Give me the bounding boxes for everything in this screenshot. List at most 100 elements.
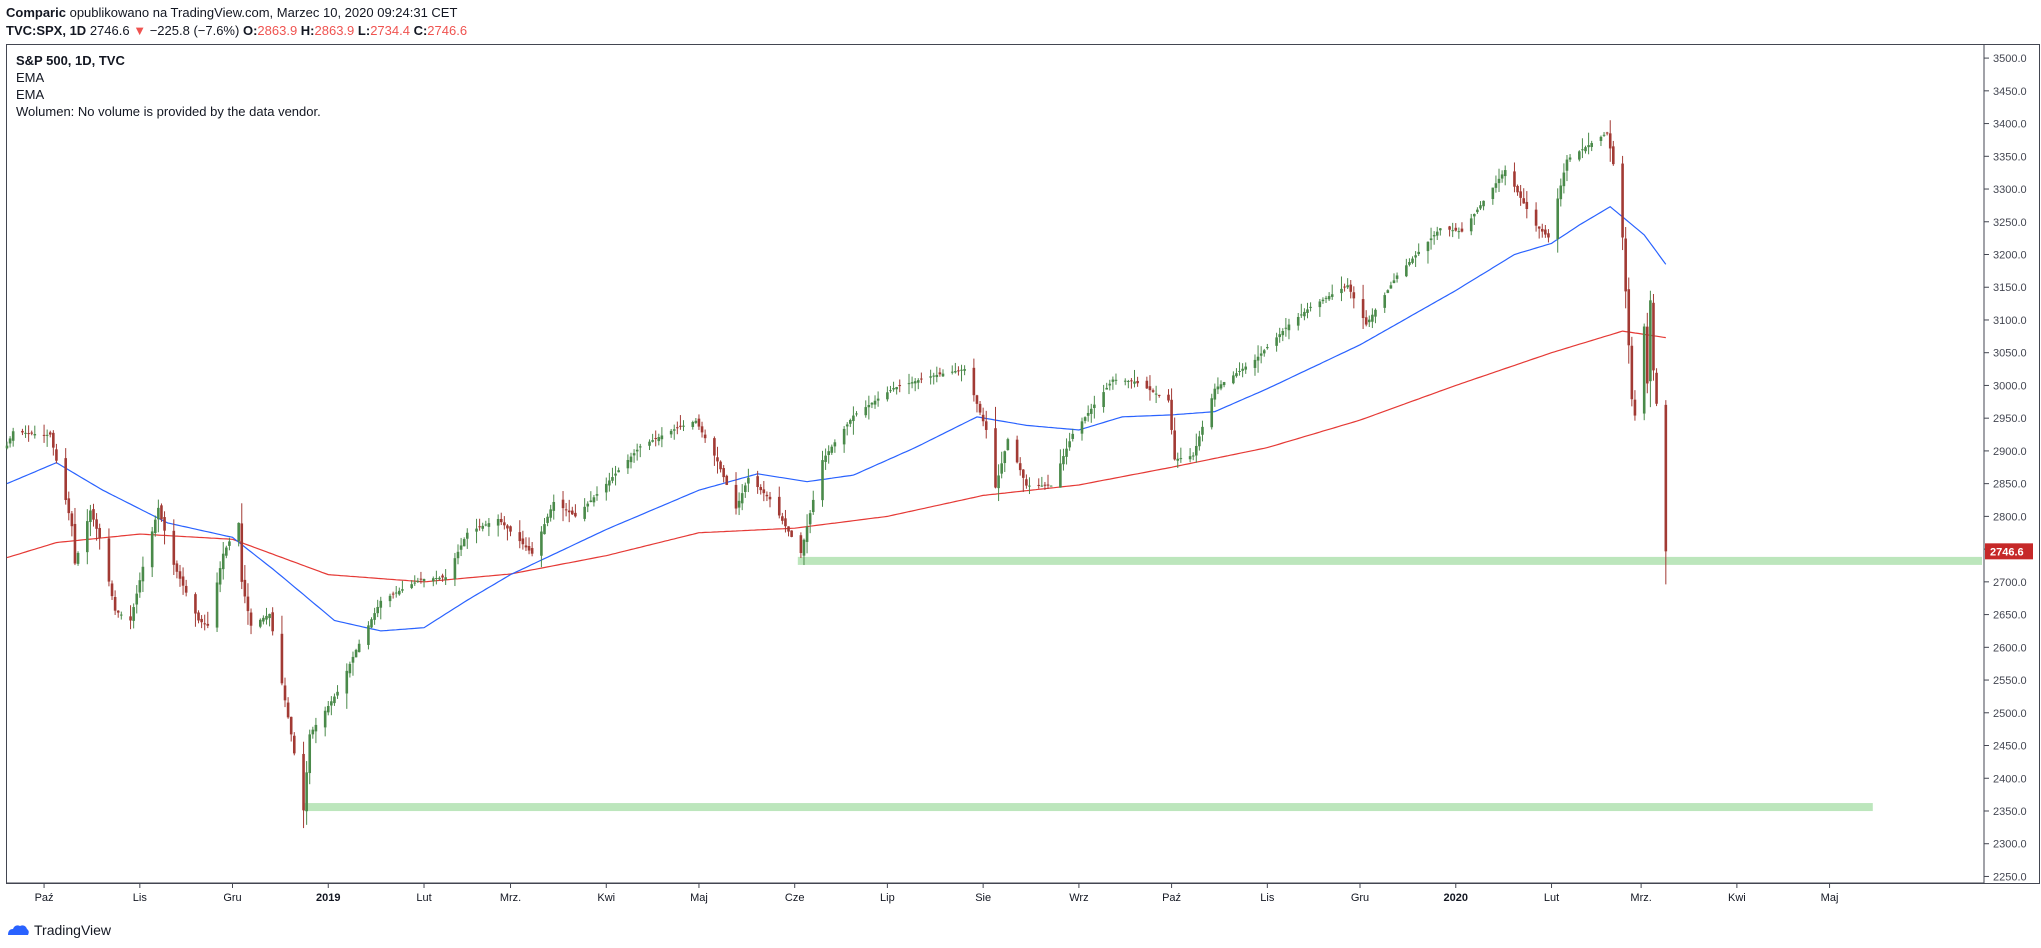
candle [907, 373, 911, 395]
candle-body [1018, 463, 1022, 471]
candle [8, 436, 12, 448]
candle-body [1201, 426, 1204, 435]
candle [1083, 416, 1087, 424]
candle-body [676, 427, 679, 429]
candle-body [1494, 183, 1498, 188]
candle [1000, 451, 1003, 479]
candle-body [725, 475, 729, 485]
candle [1371, 308, 1374, 329]
candle [849, 418, 852, 428]
candle [1642, 323, 1646, 421]
candle [388, 593, 392, 608]
candle-body [496, 518, 500, 526]
candle [867, 395, 871, 420]
candle-body [1590, 143, 1593, 148]
candle-body [388, 595, 392, 602]
candle [1448, 225, 1451, 237]
candle-body [657, 437, 661, 442]
candle-body [747, 477, 750, 484]
candle-body [153, 519, 157, 534]
candle [135, 585, 139, 614]
candle-body [394, 592, 398, 594]
candle-body [567, 510, 571, 513]
candle [1303, 308, 1306, 321]
candle [864, 400, 868, 418]
candle-body [246, 596, 250, 612]
candle-body [52, 432, 55, 448]
candle [1173, 417, 1176, 461]
candle [1608, 120, 1612, 162]
candle-body [1627, 289, 1631, 346]
candle-body [1562, 172, 1566, 187]
candle-body [842, 428, 846, 445]
price-tick-label: 3000.0 [1993, 380, 2027, 392]
candle-body [178, 571, 182, 579]
legend-volume[interactable]: Wolumen: No volume is provided by the da… [16, 104, 321, 119]
candle-body [481, 525, 485, 529]
candle [1534, 202, 1538, 232]
candle [249, 608, 253, 635]
candle-body [348, 663, 352, 674]
candle-body [781, 516, 784, 521]
candle [1612, 140, 1615, 166]
candle-body [475, 528, 478, 532]
candle-body [549, 509, 552, 518]
time-tick-label: Cze [785, 892, 805, 904]
candle [1188, 448, 1192, 463]
candle [626, 454, 630, 474]
candle [855, 411, 858, 417]
price-tick-label: 3100.0 [1993, 315, 2027, 327]
candle [1235, 368, 1238, 378]
candle [150, 526, 154, 578]
candle [777, 486, 781, 519]
candle [1179, 447, 1183, 463]
candle-body [1188, 456, 1192, 460]
legend-symbol[interactable]: S&P 500, 1D, TVC [16, 53, 125, 68]
candle [373, 607, 376, 625]
candle-body [465, 532, 469, 539]
tradingview-brand[interactable]: TradingView [6, 920, 111, 940]
candle-body [629, 456, 633, 463]
candle-body [1318, 301, 1322, 308]
candle-body [1361, 299, 1365, 319]
candle-body [240, 523, 244, 582]
candle [873, 395, 877, 409]
candle [107, 528, 111, 587]
candle [1287, 318, 1291, 340]
candle [113, 590, 117, 615]
candle-body [1157, 394, 1161, 396]
candle-body [1213, 388, 1217, 400]
candle [465, 528, 469, 549]
candle [119, 611, 123, 620]
candle [1476, 207, 1479, 214]
candle-body [1482, 200, 1485, 207]
candle [654, 430, 658, 447]
candle-body [1235, 373, 1238, 377]
high-label: H: [300, 23, 315, 38]
candle-body [984, 421, 988, 430]
candle-body [132, 607, 135, 621]
candle [759, 484, 763, 495]
candle [1049, 485, 1053, 487]
candle-body [5, 445, 9, 449]
candle-body [540, 531, 543, 556]
candle-body [305, 772, 308, 812]
close-label: C: [413, 23, 428, 38]
candle-body [852, 415, 855, 422]
legend-ema-slow[interactable]: EMA [16, 87, 45, 102]
candle-body [1426, 241, 1430, 252]
tradingview-logo-icon [8, 925, 29, 935]
candle-body [89, 510, 92, 523]
candle [98, 523, 101, 550]
legend-ema-fast[interactable]: EMA [16, 70, 45, 85]
candle [503, 516, 506, 530]
candle-body [929, 376, 932, 378]
candle-body [86, 521, 89, 553]
candle-body [484, 524, 488, 526]
candle [697, 414, 701, 430]
candle-body [592, 497, 596, 503]
candle-body [200, 618, 203, 623]
candle-body [632, 453, 636, 456]
candle [348, 661, 352, 678]
